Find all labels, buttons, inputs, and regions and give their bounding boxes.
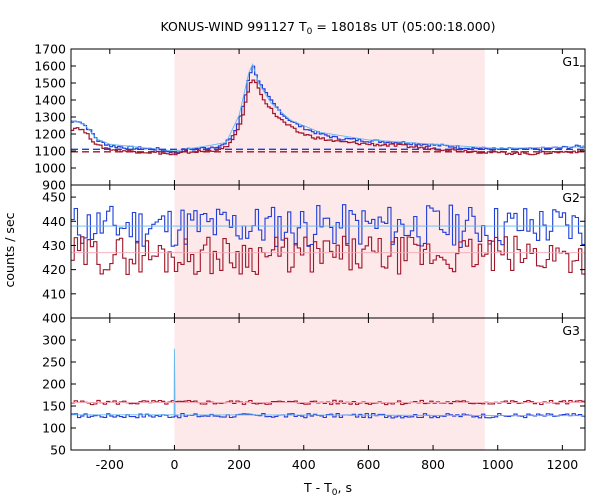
- shaded-interval-g3: [174, 318, 485, 450]
- series-g1-light_blue-line-2: [71, 63, 585, 152]
- y-tick-label: 1300: [34, 110, 66, 125]
- y-tick-label: 410: [42, 286, 66, 301]
- x-axis-label: T - T0, s: [303, 480, 352, 498]
- x-tick-label: 1200: [546, 457, 578, 472]
- y-tick-label: 1000: [34, 161, 66, 176]
- series-group-g2: [71, 204, 585, 275]
- y-tick-label: 100: [42, 421, 66, 436]
- x-axis-label-rest: , s: [338, 480, 352, 495]
- y-tick-label: 1400: [34, 93, 66, 108]
- y-tick-label: 150: [42, 399, 66, 414]
- x-tick-label: 800: [421, 457, 445, 472]
- panel-label-g3: G3: [562, 323, 580, 338]
- chart-title-rest: = 18018s UT (05:00:18.000): [312, 19, 495, 34]
- y-tick-label: 900: [42, 178, 66, 193]
- series-g3-blue-noise-1: [71, 412, 585, 419]
- series-g2-blue-noise-0: [71, 204, 585, 248]
- panel-g1: 900 1000 1100 1200 1300 1400 1500 1600 1700 G1: [34, 42, 586, 193]
- y-tick-label: 400: [42, 311, 66, 326]
- y-tick-label: 1700: [34, 42, 66, 57]
- x-tick-label: 0: [170, 457, 178, 472]
- y-tick-label: 1500: [34, 76, 66, 91]
- chart-title-subscript: 0: [307, 27, 313, 37]
- x-tick-label: -200: [96, 457, 124, 472]
- series-g3-light_blue-line-2: [71, 348, 585, 417]
- y-tick-label: 430: [42, 238, 66, 253]
- chart-title-main: KONUS-WIND 991127 T: [160, 19, 306, 34]
- chart-title: KONUS-WIND 991127 T0 = 18018s UT (05:00:…: [160, 19, 495, 37]
- shaded-interval-g1: [174, 49, 485, 185]
- x-tick-label: 1000: [482, 457, 514, 472]
- y-tick-label: 440: [42, 214, 66, 229]
- series-group-g3: [71, 348, 585, 419]
- y-axis-label: counts / sec: [2, 212, 17, 287]
- x-tick-label: 200: [227, 457, 251, 472]
- x-tick-label: 600: [356, 457, 380, 472]
- y-tick-label: 200: [42, 377, 66, 392]
- y-tick-label: 1600: [34, 59, 66, 74]
- series-g2-red-noise-1: [71, 235, 585, 275]
- y-tick-label: 50: [50, 443, 66, 458]
- series-g1-blue-step-0: [71, 65, 584, 154]
- x-tick-label: 400: [292, 457, 316, 472]
- panel-label-g1: G1: [562, 54, 580, 69]
- x-axis-label-subscript: 0: [332, 488, 338, 498]
- panels-layer: 90010001100120013001400150016001700G1400…: [34, 42, 586, 472]
- y-tick-label: 300: [42, 333, 66, 348]
- x-axis-label-main: T - T: [303, 480, 332, 495]
- y-tick-label: 450: [42, 190, 66, 205]
- panel-label-g2: G2: [562, 190, 580, 205]
- y-tick-label: 1200: [34, 127, 66, 142]
- y-tick-label: 1100: [34, 144, 66, 159]
- y-tick-label: 250: [42, 355, 66, 370]
- y-tick-label: 420: [42, 262, 66, 277]
- panel-g3: 50 100 150 200 250 300 G3: [42, 317, 586, 458]
- panel-g2: 400 410 420 430 440 450 G2: [42, 184, 586, 326]
- series-g3-red-noise-0: [71, 399, 585, 406]
- series-group-g1: [71, 63, 585, 156]
